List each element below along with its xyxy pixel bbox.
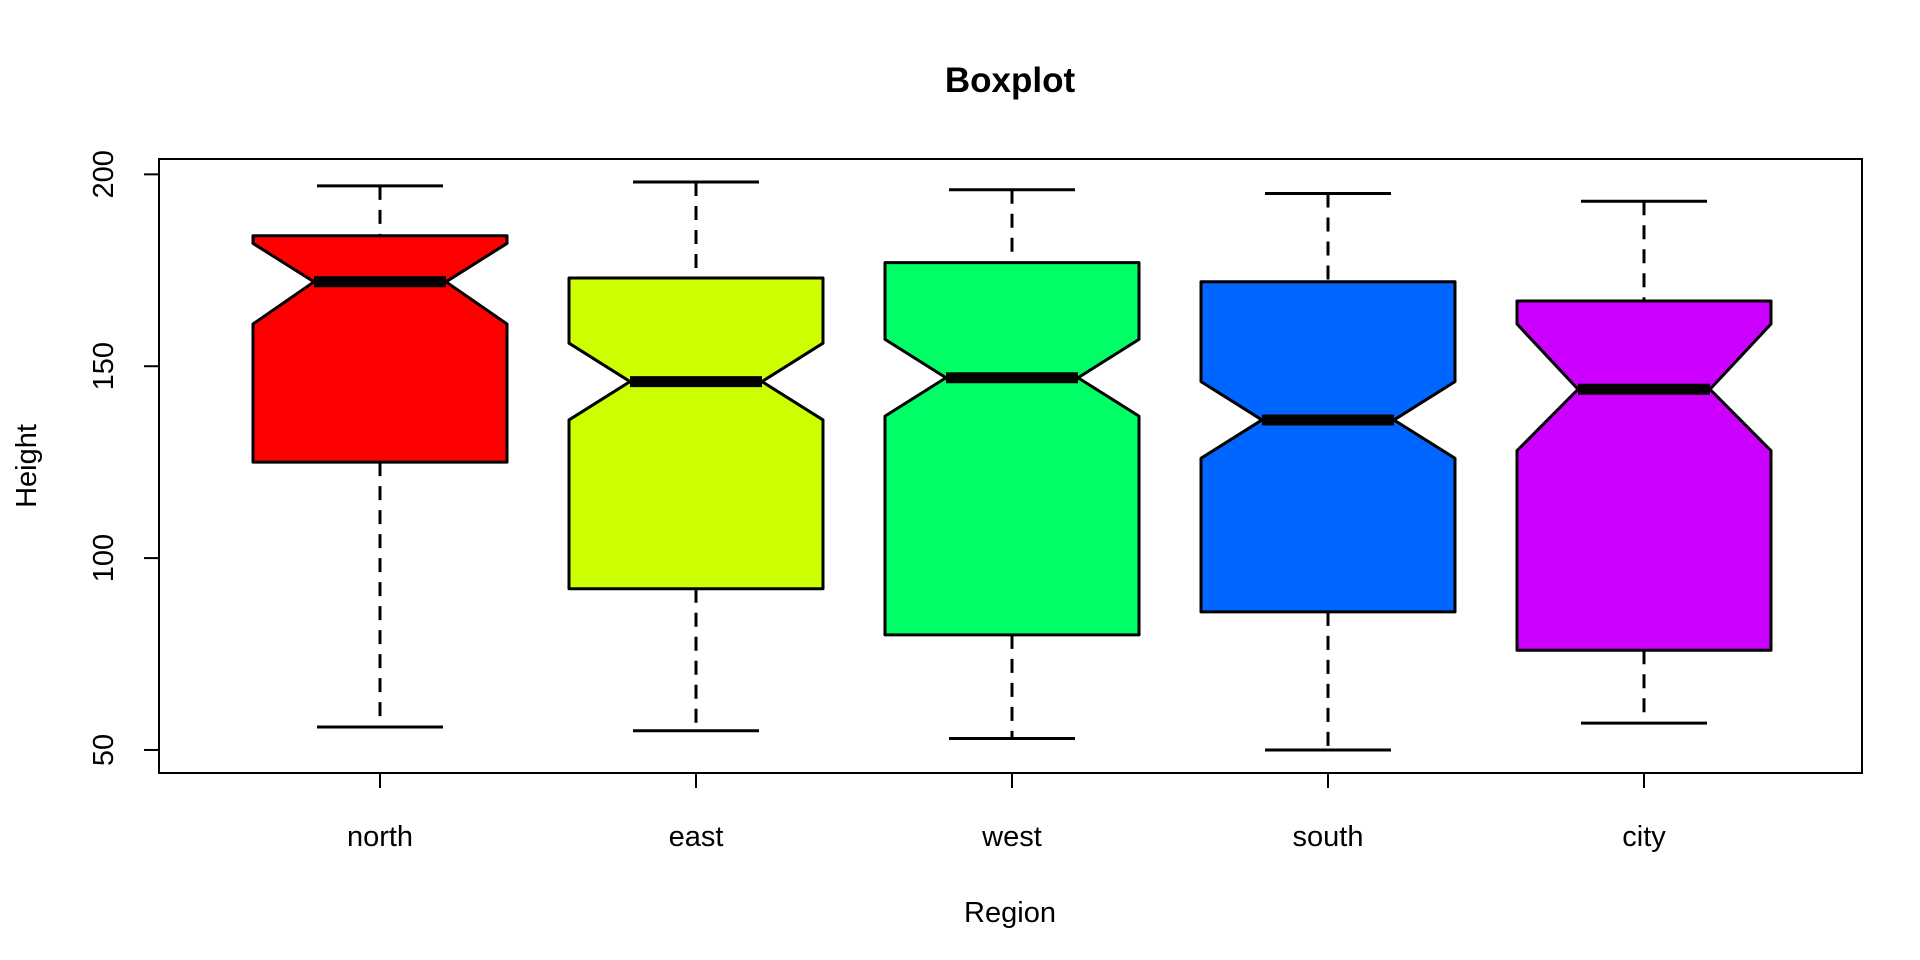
y-tick-label: 50 <box>88 734 120 766</box>
box-body <box>883 261 1141 637</box>
x-axis-label: Region <box>964 897 1056 929</box>
box-city <box>1515 199 1773 725</box>
x-tick-label: east <box>669 821 724 853</box>
x-tick-label: north <box>347 821 413 853</box>
box-body <box>567 276 825 591</box>
y-axis: 50 100 150 200 <box>88 150 160 766</box>
box-body <box>1515 299 1773 652</box>
box-body <box>251 234 509 464</box>
chart-title: Boxplot <box>945 61 1076 100</box>
y-tick-label: 150 <box>88 342 120 390</box>
y-tick-label: 100 <box>88 534 120 582</box>
y-axis-label: Height <box>11 424 43 508</box>
box-south <box>1199 192 1457 752</box>
box-east <box>567 180 825 733</box>
x-axis: north east west south city <box>347 772 1666 853</box>
box-north <box>251 184 509 729</box>
x-tick-label: city <box>1622 821 1666 853</box>
x-tick-label: west <box>981 821 1042 853</box>
box-west <box>883 188 1141 740</box>
boxes-group <box>251 180 1773 752</box>
y-tick-label: 200 <box>88 150 120 198</box>
x-tick-label: south <box>1293 821 1364 853</box>
box-body <box>1199 280 1457 614</box>
